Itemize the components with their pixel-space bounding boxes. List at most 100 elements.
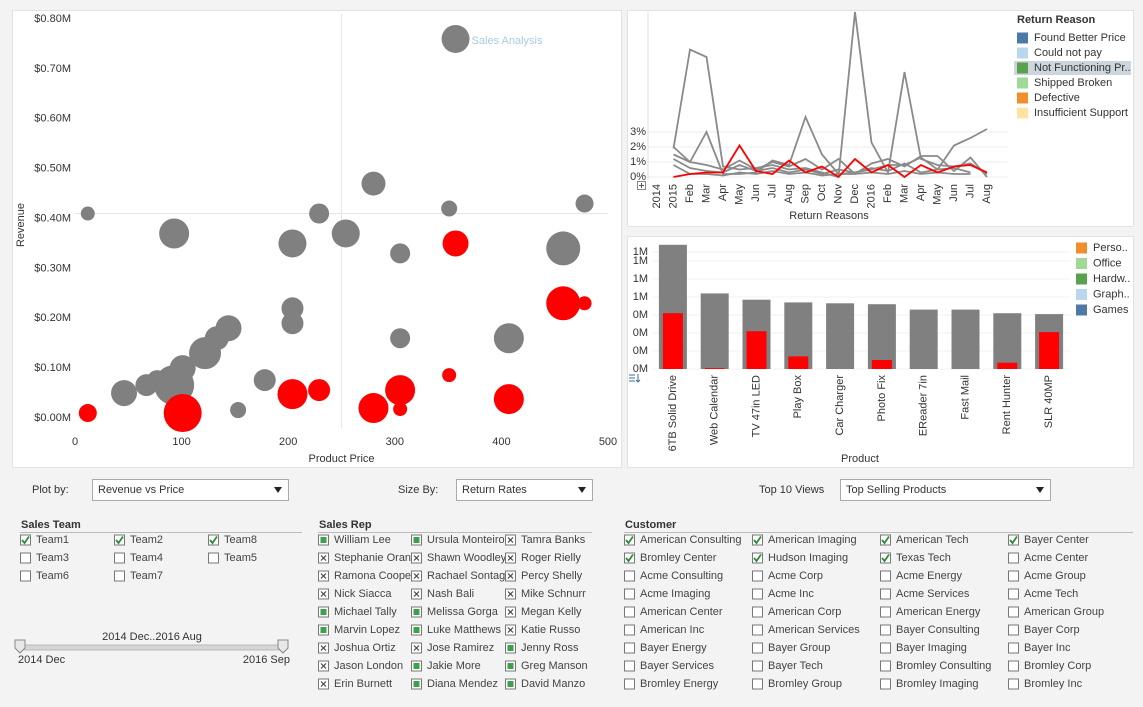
checkbox-label[interactable]: Roger Rielly bbox=[521, 552, 581, 564]
scatter-point[interactable] bbox=[441, 24, 470, 53]
legend-swatch[interactable] bbox=[1017, 107, 1028, 119]
checkbox-label[interactable]: Ramona Coope bbox=[334, 570, 411, 582]
scatter-point[interactable] bbox=[78, 404, 97, 423]
checkbox[interactable] bbox=[752, 642, 763, 654]
checkbox[interactable] bbox=[880, 642, 891, 654]
checkbox-label[interactable]: Acme Group bbox=[1024, 570, 1086, 582]
checkbox-label[interactable]: Team8 bbox=[224, 534, 257, 546]
scatter-point[interactable] bbox=[442, 368, 457, 383]
checkbox[interactable] bbox=[624, 660, 635, 672]
bar[interactable] bbox=[704, 368, 725, 369]
checkbox[interactable] bbox=[1008, 552, 1019, 564]
scatter-point[interactable] bbox=[309, 203, 330, 224]
checkbox[interactable] bbox=[880, 660, 891, 672]
scatter-point[interactable] bbox=[393, 402, 408, 417]
dropdown-value[interactable]: Top Selling Products bbox=[846, 484, 947, 496]
checkbox[interactable] bbox=[624, 606, 635, 618]
checkbox-label[interactable]: Jakie More bbox=[427, 660, 481, 672]
checkbox-label[interactable]: American Consulting bbox=[640, 534, 742, 546]
checkbox-label[interactable]: Team7 bbox=[130, 570, 163, 582]
bar[interactable] bbox=[662, 313, 683, 369]
checkbox-label[interactable]: Bromley Energy bbox=[640, 678, 719, 690]
scatter-point[interactable] bbox=[111, 380, 138, 407]
checkbox-label[interactable]: American Corp bbox=[768, 606, 841, 618]
bar[interactable] bbox=[993, 313, 1022, 369]
checkbox-label[interactable]: Erin Burnett bbox=[334, 678, 392, 690]
checkbox-label[interactable]: Bayer Group bbox=[768, 642, 830, 654]
checkbox[interactable] bbox=[752, 660, 763, 672]
checkbox[interactable] bbox=[1008, 642, 1019, 654]
scatter-point[interactable] bbox=[278, 229, 307, 258]
checkbox-label[interactable]: Hudson Imaging bbox=[768, 552, 848, 564]
checkbox[interactable] bbox=[1008, 570, 1019, 582]
legend-swatch[interactable] bbox=[1017, 92, 1028, 104]
checkbox[interactable] bbox=[208, 552, 219, 564]
checkbox-label[interactable]: Acme Tech bbox=[1024, 588, 1078, 600]
checkbox[interactable] bbox=[624, 642, 635, 654]
scatter-point[interactable] bbox=[390, 328, 411, 349]
checkbox-label[interactable]: Mike Schnurr bbox=[521, 588, 586, 600]
series-line[interactable] bbox=[673, 164, 971, 177]
checkbox[interactable] bbox=[752, 606, 763, 618]
checkbox-label[interactable]: Shawn Woodley bbox=[427, 552, 507, 564]
checkbox-label[interactable]: Greg Manson bbox=[521, 660, 588, 672]
legend-label[interactable]: Insufficient Support bbox=[1034, 107, 1128, 119]
scatter-point[interactable] bbox=[308, 379, 331, 402]
checkbox-label[interactable]: Team4 bbox=[130, 552, 163, 564]
slider-handle[interactable] bbox=[277, 639, 289, 654]
checkbox-label[interactable]: William Lee bbox=[334, 534, 391, 546]
checkbox-label[interactable]: Acme Imaging bbox=[640, 588, 710, 600]
checkbox[interactable] bbox=[114, 552, 125, 564]
checkbox[interactable] bbox=[752, 678, 763, 690]
scatter-point[interactable] bbox=[493, 384, 524, 415]
scatter-point[interactable] bbox=[281, 312, 304, 335]
checkbox-label[interactable]: Acme Inc bbox=[768, 588, 814, 600]
checkbox-label[interactable]: Ursula Monteiro bbox=[427, 534, 505, 546]
checkbox[interactable] bbox=[880, 678, 891, 690]
checkbox[interactable] bbox=[1008, 624, 1019, 636]
scatter-point[interactable] bbox=[253, 369, 276, 392]
legend-swatch[interactable] bbox=[1017, 62, 1028, 74]
scatter-point[interactable] bbox=[385, 375, 416, 406]
checkbox-label[interactable]: Nash Bali bbox=[427, 588, 474, 600]
checkbox[interactable] bbox=[880, 570, 891, 582]
scatter-point[interactable] bbox=[163, 394, 202, 433]
scatter-point[interactable] bbox=[361, 171, 386, 196]
checkbox[interactable] bbox=[752, 588, 763, 600]
checkbox-label[interactable]: Acme Center bbox=[1024, 552, 1089, 564]
legend-label[interactable]: Office bbox=[1093, 257, 1122, 269]
checkbox-label[interactable]: Nick Siacca bbox=[334, 588, 392, 600]
legend-swatch[interactable] bbox=[1017, 32, 1028, 44]
scatter-point[interactable] bbox=[80, 206, 95, 221]
scatter-point[interactable] bbox=[159, 218, 190, 249]
checkbox-label[interactable]: American Group bbox=[1024, 606, 1104, 618]
dropdown-value[interactable]: Return Rates bbox=[462, 484, 527, 496]
checkbox-label[interactable]: Bayer Tech bbox=[768, 660, 823, 672]
checkbox-label[interactable]: Bayer Center bbox=[1024, 534, 1089, 546]
checkbox[interactable] bbox=[880, 606, 891, 618]
checkbox-label[interactable]: Texas Tech bbox=[896, 552, 951, 564]
checkbox-label[interactable]: Bayer Corp bbox=[1024, 624, 1080, 636]
legend-label[interactable]: Perso.. bbox=[1093, 242, 1128, 254]
legend-swatch[interactable] bbox=[1076, 289, 1087, 300]
checkbox[interactable] bbox=[880, 588, 891, 600]
scatter-point[interactable] bbox=[390, 243, 411, 264]
scatter-point[interactable] bbox=[277, 379, 308, 410]
checkbox[interactable] bbox=[880, 624, 891, 636]
legend-swatch[interactable] bbox=[1076, 242, 1087, 254]
legend-label[interactable]: Defective bbox=[1034, 92, 1080, 104]
legend-label[interactable]: Hardw.. bbox=[1093, 273, 1130, 285]
dropdown-value[interactable]: Revenue vs Price bbox=[98, 484, 184, 496]
checkbox[interactable] bbox=[752, 570, 763, 582]
checkbox[interactable] bbox=[624, 588, 635, 600]
checkbox-label[interactable]: Acme Corp bbox=[768, 570, 823, 582]
checkbox-label[interactable]: Team1 bbox=[36, 534, 69, 546]
slider-handle[interactable] bbox=[14, 639, 26, 654]
bar[interactable] bbox=[788, 356, 809, 369]
checkbox-label[interactable]: Bromley Inc bbox=[1024, 678, 1083, 690]
checkbox[interactable] bbox=[624, 570, 635, 582]
checkbox[interactable] bbox=[1008, 660, 1019, 672]
sort-icon[interactable] bbox=[629, 374, 641, 383]
checkbox-label[interactable]: American Tech bbox=[896, 534, 969, 546]
checkbox[interactable] bbox=[20, 570, 31, 582]
